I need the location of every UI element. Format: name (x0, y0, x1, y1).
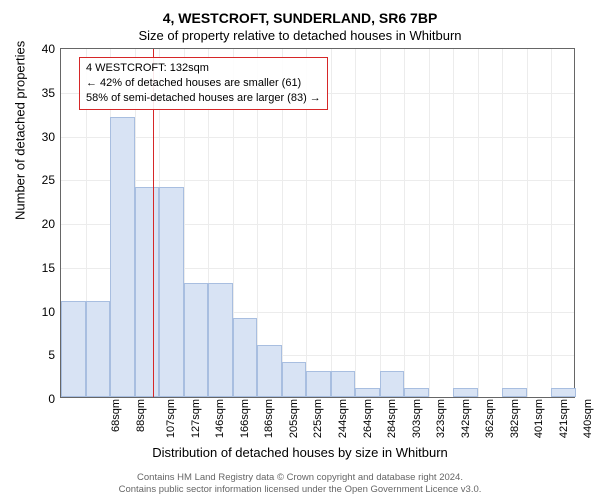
histogram-bar (551, 388, 576, 397)
y-axis-label: Number of detached properties (13, 41, 28, 220)
x-tick-label: 68sqm (106, 399, 122, 432)
gridline-v (478, 49, 479, 397)
gridline-h (61, 180, 574, 181)
y-tick-label: 0 (48, 392, 61, 406)
histogram-bar (208, 283, 233, 397)
x-tick-label: 401sqm (529, 399, 545, 438)
histogram-bar (184, 283, 209, 397)
histogram-bar (306, 371, 331, 397)
histogram-bar (257, 345, 282, 398)
annotation-line: 4 WESTCROFT: 132sqm (86, 61, 321, 76)
x-tick-label: 107sqm (161, 399, 177, 438)
x-tick-label: 421sqm (554, 399, 570, 438)
page-title: 4, WESTCROFT, SUNDERLAND, SR6 7BP (0, 0, 600, 26)
x-tick-label: 88sqm (131, 399, 147, 432)
histogram-bar (453, 388, 478, 397)
y-tick-label: 5 (48, 348, 61, 362)
gridline-v (453, 49, 454, 397)
histogram-bar (282, 362, 307, 397)
x-tick-label: 382sqm (505, 399, 521, 438)
plot-area: 051015202530354068sqm88sqm107sqm127sqm14… (60, 48, 575, 398)
y-tick-label: 35 (42, 86, 61, 100)
x-tick-label: 146sqm (210, 399, 226, 438)
x-tick-label: 127sqm (186, 399, 202, 438)
footer-line2: Contains public sector information licen… (0, 484, 600, 496)
gridline-v (380, 49, 381, 397)
x-tick-label: 342sqm (456, 399, 472, 438)
gridline-h (61, 137, 574, 138)
chart-container: 4, WESTCROFT, SUNDERLAND, SR6 7BP Size o… (0, 0, 600, 500)
annotation-box: 4 WESTCROFT: 132sqm← 42% of detached hou… (79, 57, 328, 110)
x-tick-label: 323sqm (431, 399, 447, 438)
histogram-bar (380, 371, 405, 397)
y-tick-label: 30 (42, 130, 61, 144)
x-tick-label: 244sqm (333, 399, 349, 438)
page-subtitle: Size of property relative to detached ho… (0, 28, 600, 43)
histogram-bar (135, 187, 160, 397)
y-tick-label: 10 (42, 305, 61, 319)
y-tick-label: 15 (42, 261, 61, 275)
histogram-bar (86, 301, 111, 397)
gridline-v (355, 49, 356, 397)
y-tick-label: 25 (42, 173, 61, 187)
histogram-bar (61, 301, 86, 397)
x-tick-label: 362sqm (480, 399, 496, 438)
footer-line1: Contains HM Land Registry data © Crown c… (0, 472, 600, 484)
footer-attribution: Contains HM Land Registry data © Crown c… (0, 472, 600, 496)
y-tick-label: 40 (42, 42, 61, 56)
histogram-bar (404, 388, 429, 397)
x-tick-label: 440sqm (578, 399, 594, 438)
annotation-line: ← 42% of detached houses are smaller (61… (86, 76, 321, 91)
x-tick-label: 186sqm (260, 399, 276, 438)
gridline-v (551, 49, 552, 397)
y-tick-label: 20 (42, 217, 61, 231)
histogram-bar (355, 388, 380, 397)
histogram-bar (233, 318, 258, 397)
histogram-bar (110, 117, 135, 397)
histogram-bar (502, 388, 527, 397)
gridline-v (404, 49, 405, 397)
histogram-bar (331, 371, 356, 397)
x-axis-label: Distribution of detached houses by size … (0, 445, 600, 460)
x-tick-label: 166sqm (235, 399, 251, 438)
x-tick-label: 284sqm (382, 399, 398, 438)
gridline-v (502, 49, 503, 397)
annotation-line: 58% of semi-detached houses are larger (… (86, 91, 321, 106)
histogram-bar (159, 187, 184, 397)
x-tick-label: 303sqm (407, 399, 423, 438)
x-tick-label: 225sqm (309, 399, 325, 438)
gridline-v (527, 49, 528, 397)
x-tick-label: 205sqm (284, 399, 300, 438)
gridline-v (331, 49, 332, 397)
gridline-v (429, 49, 430, 397)
x-tick-label: 264sqm (358, 399, 374, 438)
